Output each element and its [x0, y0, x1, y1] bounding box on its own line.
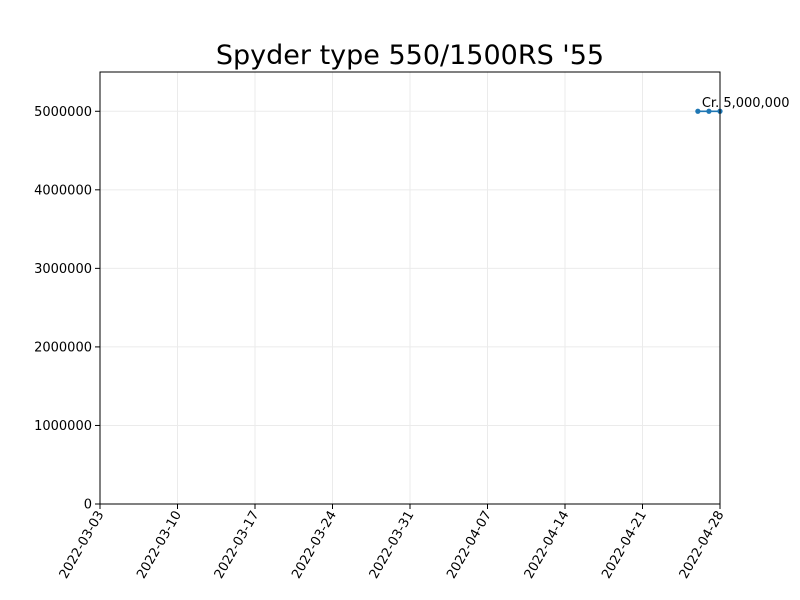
y-tick-label: 2000000 — [34, 340, 92, 355]
y-tick-label: 0 — [84, 498, 92, 513]
x-tick-label: 2022-04-07 — [444, 509, 495, 582]
y-tick-label: 4000000 — [34, 183, 92, 198]
annotation-layer: Cr. 5,000,000 — [702, 96, 790, 111]
chart-title: Spyder type 550/1500RS '55 — [216, 40, 604, 71]
grid-layer — [99, 72, 721, 505]
data-point — [706, 108, 712, 114]
axis-layer: 2022-03-03 2022-03-10 2022-03-17 2022-03-24… — [34, 105, 727, 582]
x-tick-label: 2022-03-03 — [57, 509, 108, 582]
x-tick-label: 2022-03-31 — [367, 509, 418, 582]
x-tick-label: 2022-04-21 — [599, 509, 650, 582]
x-tick-label: 2022-03-24 — [289, 509, 340, 582]
x-tick-label: 2022-04-14 — [522, 509, 573, 582]
x-tick-label: 2022-03-10 — [134, 509, 185, 582]
y-tick-label: 5000000 — [34, 105, 92, 120]
x-tick-label: 2022-04-28 — [677, 509, 728, 582]
y-tick-label: 1000000 — [34, 419, 92, 434]
series-layer — [695, 108, 723, 114]
data-annotation: Cr. 5,000,000 — [702, 96, 790, 111]
y-tick-label: 3000000 — [34, 262, 92, 277]
data-point — [695, 108, 701, 114]
x-tick-label: 2022-03-17 — [212, 509, 263, 582]
